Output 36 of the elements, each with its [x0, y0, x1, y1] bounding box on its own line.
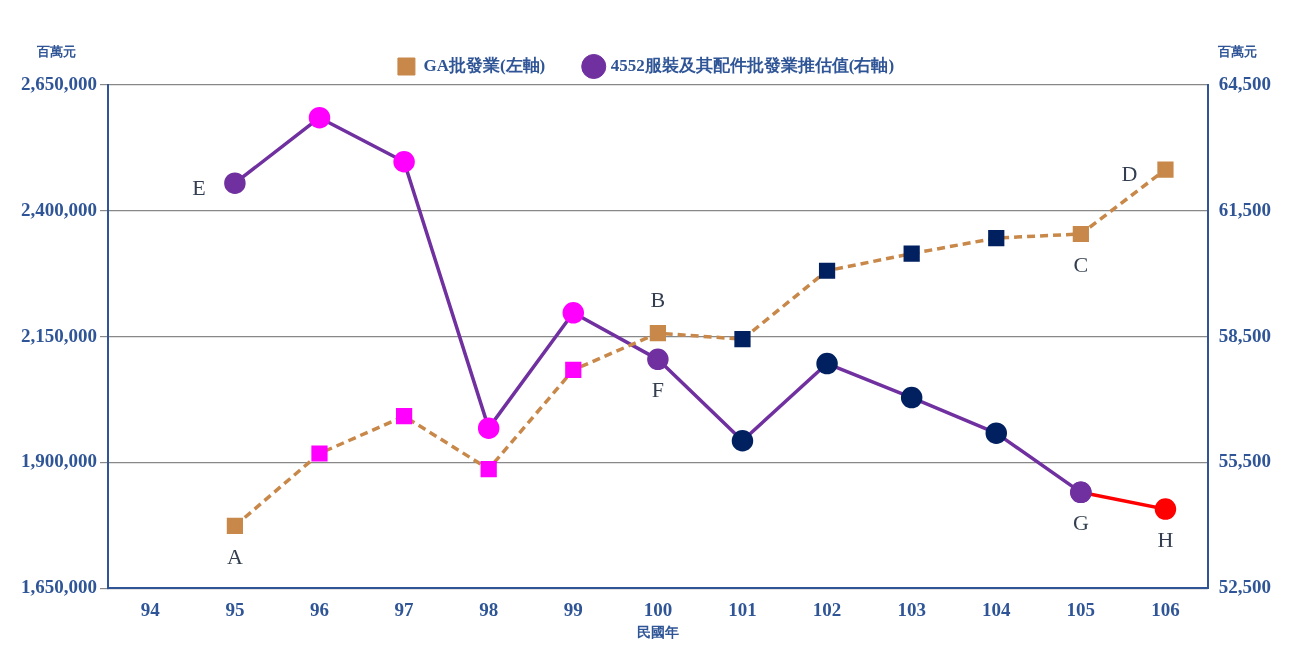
y2-tick-label: 55,500 [1218, 450, 1271, 472]
x-tick-label: 105 [1066, 598, 1096, 620]
legend-label: 4552服裝及其配件批發業推估值(右軸) [610, 55, 895, 75]
y2-tick-label: 61,500 [1218, 198, 1271, 220]
x-tick-label: 100 [643, 598, 673, 620]
x-tick-label: 103 [897, 598, 926, 620]
y2-tick-label: 64,500 [1218, 72, 1271, 94]
annotation: F [651, 377, 664, 403]
annotation: D [1121, 161, 1138, 187]
annotation: H [1157, 526, 1174, 552]
x-tick-label: 102 [812, 598, 842, 620]
y-tick-label: 2,150,000 [21, 324, 97, 346]
y-tick-label: 1,900,000 [21, 450, 97, 472]
x-tick-label: 95 [225, 598, 245, 620]
y-axis-title: 百萬元 [35, 43, 76, 59]
annotation: E [192, 174, 206, 200]
y2-axis-title: 百萬元 [1217, 43, 1258, 59]
x-axis-title: 民國年 [636, 625, 679, 641]
x-tick-label: 94 [140, 598, 161, 620]
annotation: C [1073, 251, 1089, 277]
annotation: B [650, 286, 666, 312]
x-tick-label: 101 [728, 598, 757, 620]
x-tick-label: 106 [1151, 598, 1180, 620]
x-tick-label: 104 [982, 598, 1012, 620]
x-tick-label: 96 [309, 598, 329, 620]
y-tick-label: 1,650,000 [21, 576, 97, 598]
y2-tick-label: 58,500 [1218, 324, 1271, 346]
y2-tick-label: 52,500 [1218, 576, 1271, 598]
x-tick-label: 99 [563, 598, 583, 620]
x-tick-label: 97 [394, 598, 415, 620]
legend-label: GA批發業(左軸) [423, 55, 546, 75]
annotation: G [1072, 510, 1089, 536]
y-tick-label: 2,650,000 [21, 72, 97, 94]
y-tick-label: 2,400,000 [21, 198, 97, 220]
annotation: A [226, 543, 243, 569]
x-tick-label: 98 [479, 598, 499, 620]
